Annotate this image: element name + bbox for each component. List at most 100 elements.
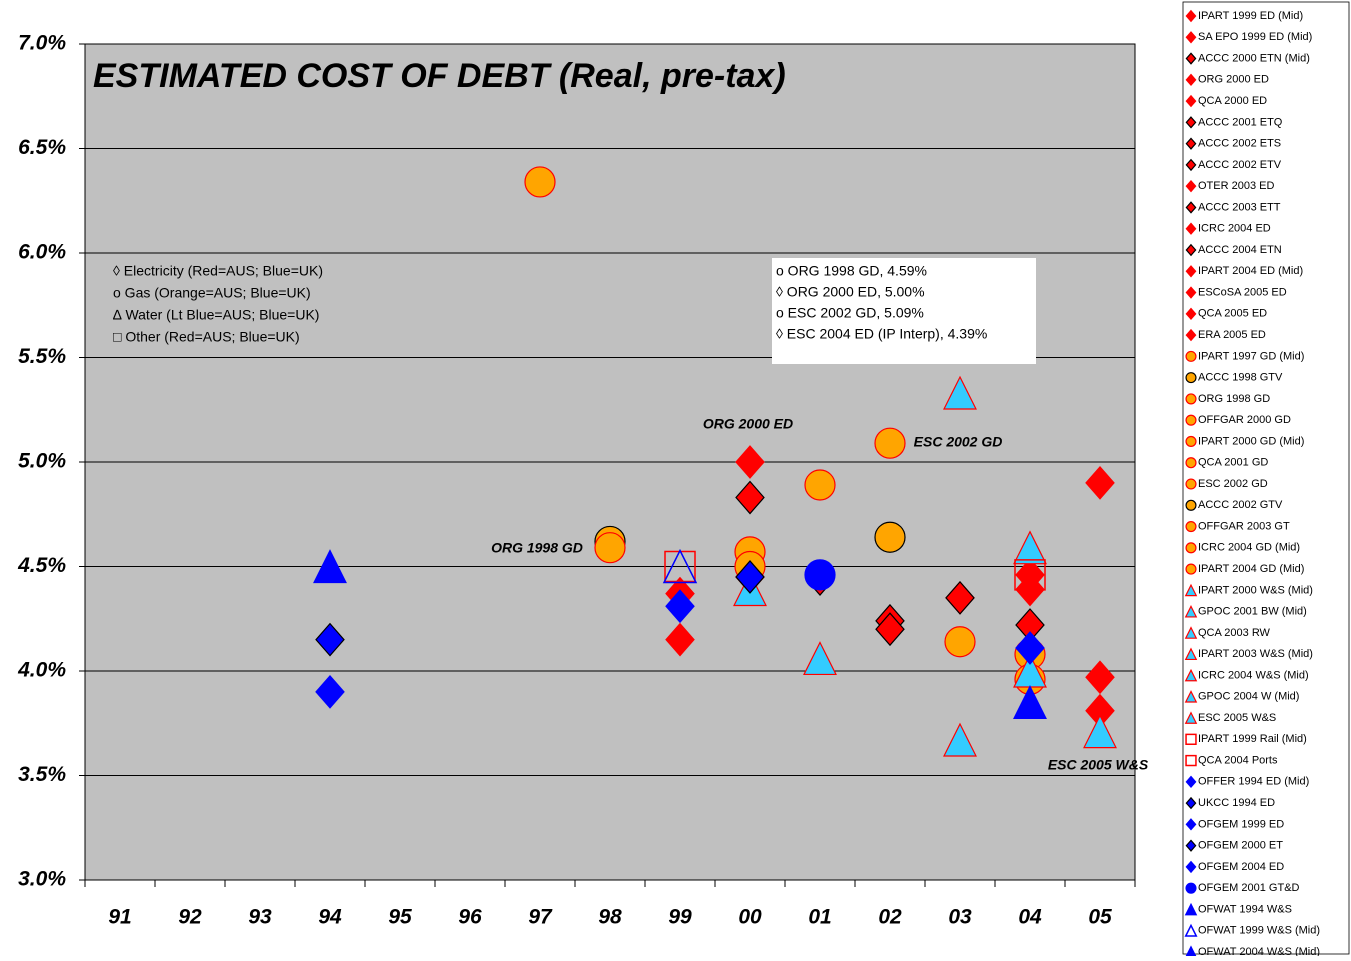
legend-marker <box>1185 414 1197 426</box>
key-text: □ Other (Red=AUS; Blue=UK) <box>113 329 300 345</box>
legend-marker <box>1185 435 1197 448</box>
marker <box>804 559 836 591</box>
legend-marker <box>1185 243 1197 257</box>
annotation: ESC 2002 GD <box>914 434 1003 450</box>
x-tick-label: 96 <box>458 906 482 929</box>
marker <box>1014 559 1046 591</box>
marker <box>1015 557 1045 592</box>
legend-marker <box>1184 626 1198 639</box>
note-box <box>772 258 1036 364</box>
legend-marker <box>1185 818 1197 831</box>
x-tick-label: 02 <box>878 906 902 929</box>
marker <box>665 589 695 624</box>
legend-marker <box>1185 201 1197 214</box>
annotation: ESC 2005 W&S <box>1048 757 1149 773</box>
x-tick-label: 99 <box>668 906 692 929</box>
legend-marker <box>1185 775 1197 789</box>
legend-marker <box>1185 542 1197 554</box>
legend-label: ACCC 2004 ETN <box>1198 244 1282 256</box>
legend-label: ACCC 2000 ETN (Mid) <box>1198 52 1310 64</box>
legend-label: OTER 2003 ED <box>1198 180 1274 192</box>
legend-label: OFGEM 2004 ED <box>1198 861 1284 873</box>
legend-label: ERA 2005 ED <box>1198 329 1266 341</box>
legend-marker <box>1185 796 1197 810</box>
key-text: ◊ Electricity (Red=AUS; Blue=UK) <box>113 263 323 279</box>
legend-marker <box>1185 733 1197 745</box>
legend-marker <box>1185 457 1197 469</box>
legend-label: ACCC 2001 ETQ <box>1198 116 1283 128</box>
x-tick-label: 01 <box>808 906 831 929</box>
legend-label: IPART 2000 W&S (Mid) <box>1198 584 1313 596</box>
marker <box>944 626 976 658</box>
legend-marker <box>1185 860 1197 874</box>
y-tick-label: 7.0% <box>18 32 66 55</box>
legend-label: UKCC 1994 ED <box>1198 797 1275 809</box>
y-tick-label: 3.5% <box>18 763 66 786</box>
x-tick-label: 00 <box>738 906 762 929</box>
legend-label: ACCC 2002 ETS <box>1198 138 1281 150</box>
legend-marker <box>1184 902 1198 916</box>
marker <box>945 580 975 615</box>
legend-marker <box>1185 882 1197 894</box>
x-tick-label: 91 <box>108 906 131 929</box>
y-tick-label: 3.0% <box>18 868 66 891</box>
legend-box <box>1182 1 1350 955</box>
legend-label: OFGEM 1999 ED <box>1198 818 1284 830</box>
y-tick-label: 6.0% <box>18 241 66 264</box>
legend-label: ORG 2000 ED <box>1198 74 1269 86</box>
marker <box>315 622 345 657</box>
legend-marker <box>1185 478 1197 490</box>
marker <box>1085 465 1115 500</box>
marker <box>1083 714 1117 749</box>
annotation: ORG 2000 ED <box>703 416 793 432</box>
x-tick-label: 03 <box>948 906 972 929</box>
legend-label: QCA 2001 GD <box>1198 457 1268 469</box>
x-tick-label: 05 <box>1088 906 1112 929</box>
legend-marker <box>1185 73 1197 87</box>
legend-label: OFFGAR 2003 GT <box>1198 520 1290 532</box>
x-tick-label: 92 <box>178 906 202 929</box>
legend-marker <box>1184 647 1198 661</box>
marker <box>665 622 695 657</box>
legend-label: ACCC 1998 GTV <box>1198 372 1283 384</box>
legend-marker <box>1185 307 1197 321</box>
legend-label: OFWAT 1994 W&S <box>1198 903 1292 915</box>
legend-label: ESC 2002 GD <box>1198 478 1268 490</box>
key-text: ∆ Water (Lt Blue=AUS; Blue=UK) <box>113 307 319 323</box>
x-tick-label: 93 <box>248 906 272 929</box>
marker <box>313 549 347 584</box>
marker <box>874 427 906 459</box>
legend-label: IPART 2000 GD (Mid) <box>1198 435 1304 447</box>
y-tick-label: 6.5% <box>18 136 66 159</box>
legend-label: QCA 2005 ED <box>1198 308 1267 320</box>
legend-label: OFWAT 2004 W&S (Mid) <box>1198 946 1320 956</box>
legend-marker <box>1185 31 1197 44</box>
legend-marker <box>1185 839 1197 852</box>
key-text: o Gas (Orange=AUS; Blue=UK) <box>113 285 311 301</box>
legend-label: IPART 1999 Rail (Mid) <box>1198 733 1307 745</box>
legend-marker <box>1185 328 1197 342</box>
y-tick-label: 5.0% <box>18 450 66 473</box>
legend-marker <box>1185 222 1197 235</box>
marker <box>875 612 905 647</box>
marker <box>1015 631 1045 665</box>
note-text: o ORG 1998 GD, 4.59% <box>776 263 927 279</box>
x-tick-label: 04 <box>1018 906 1042 929</box>
legend-label: GPOC 2004 W (Mid) <box>1198 691 1299 703</box>
y-tick-label: 4.0% <box>17 659 66 682</box>
legend-label: OFGEM 2001 GT&D <box>1198 882 1300 894</box>
marker <box>524 166 556 198</box>
marker <box>594 532 626 564</box>
legend-marker <box>1185 372 1197 384</box>
x-tick-label: 95 <box>388 906 412 929</box>
legend-marker <box>1184 583 1198 597</box>
legend-label: OFFGAR 2000 GD <box>1198 414 1291 426</box>
note-text: ◊ ESC 2004 ED (IP Interp), 4.39% <box>776 326 987 342</box>
legend-marker <box>1185 94 1197 108</box>
x-tick-label: 97 <box>528 906 553 929</box>
legend-label: ACCC 2002 ETV <box>1198 159 1282 171</box>
legend-label: ICRC 2004 W&S (Mid) <box>1198 669 1309 681</box>
marker <box>735 445 765 479</box>
legend-marker <box>1185 286 1197 299</box>
legend-label: ICRC 2004 ED <box>1198 223 1271 235</box>
